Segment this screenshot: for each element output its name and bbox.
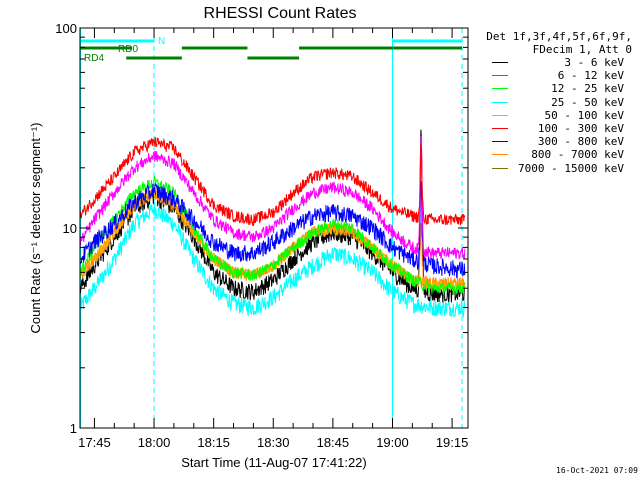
legend-swatch [492, 101, 508, 103]
legend-swatch [492, 154, 508, 156]
legend-label: 6 - 12 keV [557, 69, 624, 83]
legend-entry: 100 - 300 keV [484, 122, 632, 135]
x-tick-label: 19:00 [376, 435, 409, 450]
legend-swatch [492, 88, 508, 90]
x-tick-label: 18:15 [197, 435, 230, 450]
legend-entry: 800 - 7000 keV [484, 148, 632, 161]
x-tick-label: 19:15 [436, 435, 469, 450]
legend-label: 100 - 300 keV [537, 122, 624, 135]
y-tick-label: 10 [63, 221, 77, 236]
legend-swatch [492, 114, 508, 116]
series-lines [79, 129, 466, 319]
legend-entry: 7000 - 15000 keV [484, 162, 632, 175]
x-tick-label: 18:30 [257, 435, 290, 450]
generation-timestamp: 16-Oct-2021 07:09 [556, 466, 638, 475]
chart-title: RHESSI Count Rates [204, 5, 357, 22]
legend-entry: 3 - 6 keV [484, 56, 632, 69]
y-axis-label: Count Rate (s⁻¹ detector segment⁻¹) [28, 123, 43, 334]
legend-swatch [492, 75, 508, 77]
legend-label: 300 - 800 keV [537, 135, 624, 149]
series-line-12-25keV [79, 175, 466, 296]
y-tick-label: 100 [55, 21, 77, 36]
x-tick-label: 17:45 [78, 435, 111, 450]
legend-swatch [492, 128, 508, 129]
x-tick-label: 18:00 [138, 435, 171, 450]
series-line-300-800keV [79, 180, 466, 279]
annotation-label-rd0: RD0 [118, 44, 138, 55]
legend-swatch [492, 62, 508, 63]
legend-header-line-2: FDecim 1, Att 0 [532, 43, 632, 56]
legend-swatch [492, 141, 508, 143]
legend-entry: 25 - 50 keV [484, 96, 632, 109]
legend-header-line-1: Det 1f,3f,4f,5f,6f,9f, [486, 30, 632, 43]
legend-entry: 50 - 100 keV [484, 109, 632, 122]
y-axis-ticks: 1 10 100 [55, 21, 468, 436]
legend-swatch [492, 167, 508, 169]
x-tick-label: 18:45 [317, 435, 350, 450]
series-line-6-12keV [79, 136, 466, 260]
x-axis-label: Start Time (11-Aug-07 17:41:22) [181, 455, 366, 470]
legend-label: 25 - 50 keV [551, 95, 624, 109]
legend-label: 12 - 25 keV [551, 82, 624, 96]
legend-entry: 300 - 800 keV [484, 135, 632, 148]
y-tick-label: 1 [70, 421, 77, 436]
legend-entry: 6 - 12 keV [484, 69, 632, 82]
legend-label: 7000 - 15000 keV [518, 161, 624, 175]
legend-entry: 12 - 25 keV [484, 82, 632, 95]
series-line-100-300keV [79, 136, 466, 226]
legend-label: 50 - 100 keV [544, 108, 624, 122]
annotation-labels: RD0 RD4 N [84, 36, 165, 64]
annotation-label-rd4: RD4 [84, 53, 104, 64]
annotation-bars [80, 39, 463, 60]
x-axis-ticks: 17:45 18:00 18:15 18:30 18:45 19:00 19:15 [78, 28, 468, 450]
legend-label: 3 - 6 keV [564, 56, 624, 69]
series-line-25-50keV [79, 202, 466, 319]
legend-label: 800 - 7000 keV [531, 148, 624, 162]
annotation-label-n: N [158, 36, 165, 47]
